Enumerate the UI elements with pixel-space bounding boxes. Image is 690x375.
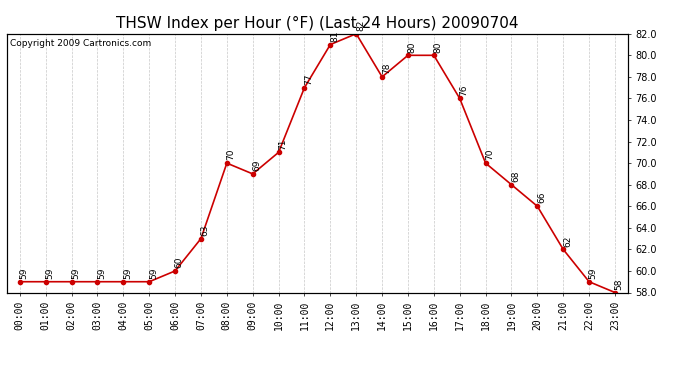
Text: 59: 59 [123,267,132,279]
Text: 60: 60 [175,256,184,268]
Text: 69: 69 [253,160,262,171]
Text: 76: 76 [460,84,469,96]
Text: 77: 77 [304,74,313,85]
Text: 66: 66 [537,192,546,204]
Title: THSW Index per Hour (°F) (Last 24 Hours) 20090704: THSW Index per Hour (°F) (Last 24 Hours)… [116,16,519,31]
Text: 80: 80 [433,41,442,53]
Text: 68: 68 [511,170,520,182]
Text: 82: 82 [356,20,365,31]
Text: 62: 62 [563,235,572,247]
Text: 71: 71 [278,138,287,150]
Text: 59: 59 [19,267,28,279]
Text: 59: 59 [149,267,158,279]
Text: 81: 81 [330,30,339,42]
Text: 59: 59 [589,267,598,279]
Text: 59: 59 [97,267,106,279]
Text: 70: 70 [226,149,235,160]
Text: 70: 70 [485,149,494,160]
Text: 80: 80 [408,41,417,53]
Text: 59: 59 [71,267,80,279]
Text: Copyright 2009 Cartronics.com: Copyright 2009 Cartronics.com [10,39,151,48]
Text: 78: 78 [382,63,391,74]
Text: 59: 59 [46,267,55,279]
Text: 63: 63 [201,224,210,236]
Text: 58: 58 [615,278,624,290]
